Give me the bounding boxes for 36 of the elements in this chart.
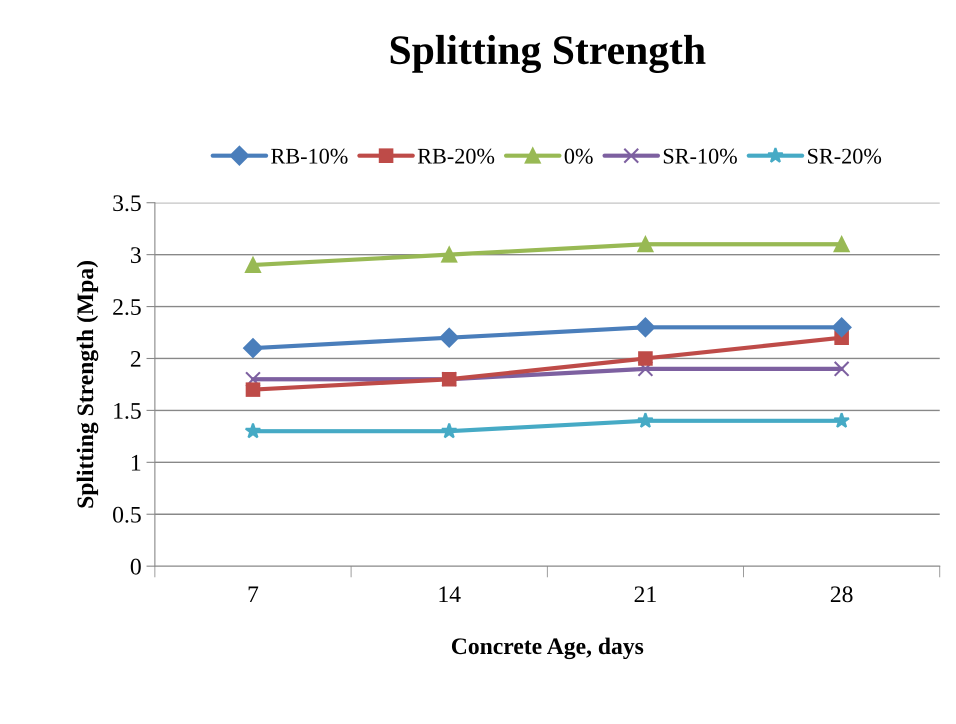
point (832, 317, 852, 338)
legend-label: 0% (564, 148, 593, 164)
point (637, 360, 654, 377)
x-axis-title: Concrete Age, days (452, 638, 644, 660)
point (833, 412, 850, 428)
chart-title: Splitting Strength (390, 34, 706, 74)
point (637, 236, 654, 252)
point (834, 360, 850, 377)
point (834, 236, 850, 252)
point (440, 422, 458, 438)
point (244, 257, 261, 274)
x-tick-label: 7 (248, 586, 258, 602)
point (243, 338, 263, 358)
point (637, 412, 654, 428)
point (244, 422, 262, 438)
y-tick-label: 2 (130, 351, 140, 367)
y-tick-label: 3 (131, 247, 141, 264)
legend-label: RB-10% (271, 148, 348, 164)
y-tick-label: 3.5 (113, 195, 141, 212)
x-tick-label: 21 (634, 586, 656, 602)
y-tick-label: 2.5 (113, 299, 141, 316)
y-tick-label: 1.5 (114, 403, 141, 419)
y-tick-label: 0.5 (113, 506, 141, 523)
point (439, 328, 460, 348)
x-tick-label: 14 (439, 586, 461, 602)
legend-label: SR-20% (808, 148, 882, 164)
y-axis-title: Splitting Strength (Mpa) (76, 261, 98, 508)
y-tick-label: 0 (130, 558, 141, 575)
point (638, 351, 653, 366)
legend-label: SR-10% (664, 148, 737, 164)
y-tick-label: 1 (132, 454, 140, 471)
point (441, 246, 458, 263)
point (246, 382, 260, 397)
legend-label: RB-20% (418, 148, 494, 164)
point (636, 317, 656, 338)
x-tick-label: 28 (830, 586, 853, 602)
